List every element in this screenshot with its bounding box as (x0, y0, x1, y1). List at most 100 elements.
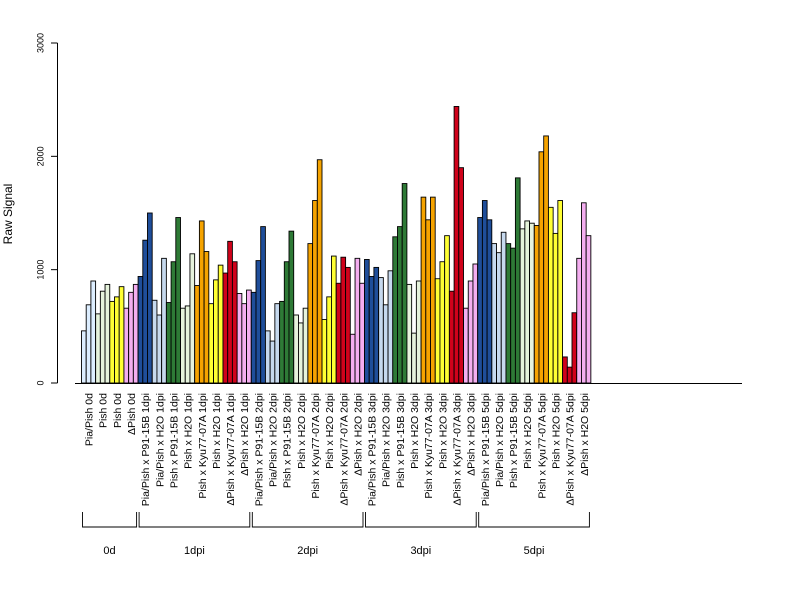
y-tick-label: 1000 (35, 260, 45, 280)
x-tick-label: Pish x Kyu77-07A 1dpi (197, 393, 209, 499)
x-tick-label: Pia/Pish x P91-15B 1dpi (140, 393, 152, 506)
x-tick-label: Pia/Pish x H2O 5dpi (494, 393, 506, 487)
bar (316, 159, 323, 384)
bar (354, 257, 361, 384)
x-tick-label: ΔPish x Kyu77-07A 3dpi (451, 393, 463, 506)
bar (557, 200, 563, 384)
x-tick-label: Pish x H2O 5dpi (522, 393, 534, 469)
bar (283, 261, 290, 384)
x-tick-label: Pish x H2O 2dpi (324, 393, 336, 469)
x-tick-label: Pia/Pish x P91-15B 3dpi (367, 393, 379, 506)
y-axis: 0 1000 2000 3000 (35, 33, 58, 386)
bar (208, 303, 215, 384)
bar (510, 247, 516, 384)
x-tick-label: Pish x H2O 1dpi (211, 393, 223, 469)
bar (175, 217, 181, 384)
bar (463, 307, 469, 384)
group-label: 0d (103, 545, 115, 557)
y-tick-label: 0 (35, 380, 45, 385)
x-tick-label: Pia/Pish x H2O 1dpi (154, 393, 166, 487)
bar (269, 340, 276, 384)
x-tick-label: ΔPish x H2O 5dpi (579, 393, 591, 476)
bar (142, 239, 148, 384)
bar (161, 257, 167, 384)
bar (571, 312, 578, 384)
x-tick-label: Pish 0d (98, 393, 110, 428)
bar (147, 212, 153, 384)
bar (505, 243, 512, 384)
bar (85, 304, 92, 384)
bar (227, 240, 233, 384)
x-tick-label: Pia/Pish 0d (84, 393, 96, 446)
bar (274, 303, 281, 384)
bar (123, 307, 130, 384)
bar (514, 177, 521, 384)
x-tick-label: Pish x H2O 3dpi (409, 393, 421, 469)
x-tick-label: Pia/Pish x H2O 3dpi (381, 393, 393, 487)
bar (472, 263, 479, 384)
bar (302, 307, 309, 384)
y-tick-label: 2000 (35, 146, 45, 166)
x-tick-label: ΔPish x H2O 2dpi (352, 393, 364, 476)
x-tick-label: Pish x Kyu77-07A 3dpi (423, 393, 435, 499)
bar (198, 220, 205, 384)
x-tick-label: Pia/Pish x H2O 2dpi (268, 393, 280, 487)
bar (231, 261, 238, 384)
x-tick-label: ΔPish x Kyu77-07A 2dpi (338, 393, 350, 506)
x-tick-label: Pia/Pish x P91-15B 2dpi (253, 393, 265, 506)
bar (312, 200, 318, 384)
bar (467, 280, 474, 384)
bar (585, 235, 592, 384)
bar (345, 266, 351, 384)
bar (420, 196, 427, 384)
bar (486, 219, 493, 384)
bar (397, 226, 403, 384)
bar (411, 332, 417, 384)
bar (378, 277, 384, 384)
x-tick-label: ΔPish 0d (126, 393, 138, 435)
x-tick-label: Pish x P91-15B 3dpi (395, 393, 407, 488)
bar (415, 280, 422, 384)
bar (519, 228, 526, 384)
x-tick-labels: Pia/Pish 0d Pish 0d Pish 0d ΔPish 0d Pia/Pis… (84, 393, 591, 506)
x-tick-label: Pish x H2O 3dpi (437, 393, 449, 469)
bars (81, 106, 592, 384)
bar (581, 202, 587, 384)
bar (118, 286, 125, 384)
bar (392, 236, 398, 384)
x-tick-label: Pish x H2O 5dpi (551, 393, 563, 469)
bar (439, 261, 446, 384)
bar (335, 282, 342, 384)
bar (491, 243, 498, 384)
bar (137, 276, 144, 384)
bar (548, 206, 554, 384)
bar (566, 366, 573, 384)
bar (359, 282, 365, 384)
group-bracket (478, 512, 590, 528)
bar (425, 219, 431, 384)
bar (529, 222, 535, 384)
group-bracket (138, 512, 251, 528)
bar (184, 305, 191, 384)
bar (279, 300, 285, 384)
bar (576, 257, 582, 384)
bar (260, 226, 266, 384)
bar (321, 319, 328, 384)
bar (340, 256, 347, 384)
y-tick-label: 3000 (35, 33, 45, 53)
bar (444, 235, 450, 384)
group-label: 1dpi (184, 545, 205, 557)
x-tick-label: Pish x P91-15B 1dpi (168, 393, 180, 488)
bar (307, 243, 314, 384)
bar (293, 314, 299, 384)
bar (132, 283, 139, 384)
bar (99, 290, 106, 384)
bar (524, 220, 530, 384)
bar (543, 135, 549, 384)
x-tick-label: ΔPish x H2O 3dpi (466, 393, 478, 476)
bar (114, 296, 120, 384)
x-tick-label: Pish x H2O 2dpi (296, 393, 308, 469)
bar (373, 266, 380, 384)
bar (458, 167, 464, 384)
